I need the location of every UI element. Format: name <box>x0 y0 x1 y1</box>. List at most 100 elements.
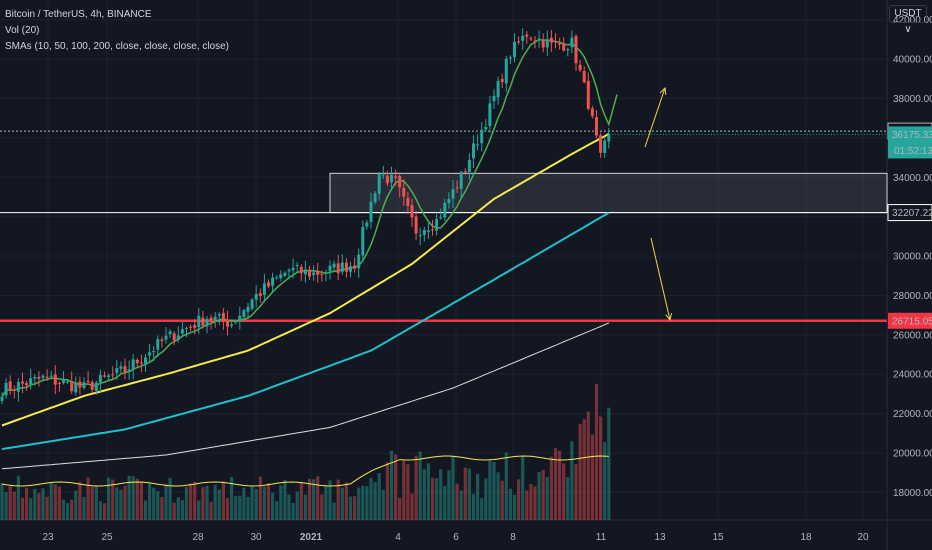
volume-bar <box>230 476 234 520</box>
candle-body <box>209 317 213 321</box>
candle-body <box>221 312 225 321</box>
candle-body <box>308 269 311 277</box>
candle-body <box>590 108 594 117</box>
volume-bar <box>402 460 406 520</box>
volume-bar <box>369 478 373 520</box>
candle-body <box>525 34 529 37</box>
volume-bar <box>25 487 29 520</box>
y-axis[interactable]: 42000.0040000.0038000.0036000.0034000.00… <box>887 15 932 499</box>
volume-bar <box>549 456 553 520</box>
support-zone-box <box>329 172 888 214</box>
volume-bar <box>500 480 504 520</box>
candle-body <box>226 319 229 327</box>
candle-body <box>390 174 393 183</box>
candle-body <box>262 283 266 295</box>
volume-bar <box>324 485 328 520</box>
candle-body <box>340 262 344 272</box>
candle-body <box>164 335 168 340</box>
candle-body <box>595 117 598 136</box>
volume-indicator-label[interactable]: Vol (20) <box>5 25 40 36</box>
candle-body <box>508 57 512 59</box>
volume-bar <box>180 500 184 520</box>
candle-body <box>254 293 258 300</box>
candle-body <box>451 189 455 199</box>
volume-bar <box>599 416 603 520</box>
candle-body <box>12 389 16 391</box>
candle-body <box>492 95 496 102</box>
volume-bar <box>131 476 135 520</box>
candle-body <box>250 299 254 309</box>
candle-body <box>549 37 553 43</box>
x-axis[interactable]: 23 25 28 30 2021 4 6 8 11 13 15 18 20 <box>42 532 869 543</box>
volume-bar <box>471 493 476 520</box>
symbol-title[interactable]: Bitcoin / TetherUS, 4h, BINANCE <box>5 9 152 20</box>
candle-body <box>406 197 410 206</box>
volume-bars <box>0 383 611 520</box>
volume-bar <box>303 494 307 520</box>
candle-body <box>533 40 537 42</box>
candle-body <box>62 380 65 383</box>
volume-bar <box>443 485 447 520</box>
candle-body <box>119 366 123 369</box>
volume-bar <box>74 490 78 520</box>
candle-body <box>123 366 127 373</box>
candle-body <box>336 263 340 274</box>
candle-body <box>459 172 463 189</box>
candle-body <box>217 314 221 316</box>
volume-bar <box>164 484 168 520</box>
candle-body <box>578 64 582 71</box>
candle-body <box>599 135 603 153</box>
candle-body <box>320 274 324 276</box>
x-tick-label: 4 <box>395 532 401 543</box>
volume-bar <box>193 481 197 520</box>
volume-bar <box>463 467 467 520</box>
candle-body <box>484 127 488 130</box>
y-tick-label: 28000.00 <box>893 291 932 302</box>
candle-body <box>230 324 234 326</box>
candle-body <box>197 315 201 328</box>
volume-bar <box>447 470 451 520</box>
volume-bar <box>590 434 594 520</box>
x-tick-label: 8 <box>510 532 516 543</box>
volume-bar <box>426 463 430 520</box>
volume-bar <box>148 483 152 520</box>
volume-bar <box>377 473 381 520</box>
candle-body <box>496 80 500 98</box>
candle-body <box>258 293 262 296</box>
candle-body <box>381 174 385 176</box>
volume-bar <box>53 484 57 520</box>
currency-selector[interactable]: USDT ∨ <box>889 5 927 35</box>
volume-bar <box>275 501 279 520</box>
candle-body <box>57 382 61 384</box>
candle-body <box>480 129 484 144</box>
candle-body <box>66 381 70 383</box>
x-tick-label: 18 <box>800 532 812 543</box>
sma-indicator-label[interactable]: SMAs (10, 50, 100, 200, close, close, cl… <box>5 41 229 52</box>
volume-bar <box>49 481 53 520</box>
candle-body <box>271 277 275 286</box>
candle-body <box>238 315 242 320</box>
candle-body <box>78 381 82 388</box>
volume-bar <box>418 451 422 520</box>
candle-body <box>554 40 557 42</box>
volume-bar <box>119 489 123 520</box>
candle-body <box>562 43 566 51</box>
candle-body <box>41 375 45 378</box>
volume-bar <box>570 441 574 520</box>
volume-bar <box>8 486 12 520</box>
candle-body <box>328 265 332 272</box>
volume-bar <box>45 496 49 520</box>
volume-bar <box>398 497 402 520</box>
candle-body <box>316 271 320 275</box>
candle-body <box>295 265 299 267</box>
candle-body <box>586 81 590 109</box>
volume-bar <box>246 497 250 520</box>
candle-body <box>521 35 525 41</box>
y-tick-label: 38000.00 <box>893 94 932 105</box>
volume-bar <box>221 481 225 520</box>
volume-bar <box>332 502 336 520</box>
volume-bar <box>406 464 410 520</box>
volume-bar <box>492 461 496 520</box>
moving-averages <box>1 38 618 470</box>
